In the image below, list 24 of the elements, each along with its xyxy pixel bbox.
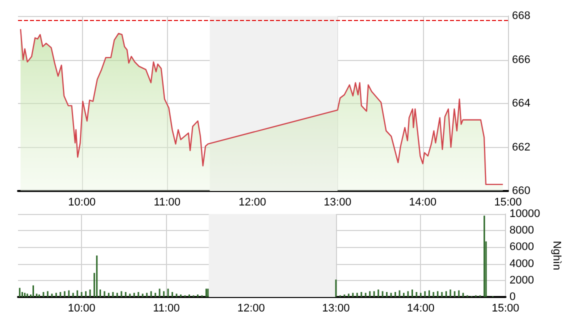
- x-tick-label: 14:00: [406, 302, 434, 314]
- y-tick-label: 668: [512, 10, 530, 22]
- x-tick-label: 11:00: [154, 196, 180, 208]
- x-tick-label: 14:00: [409, 196, 437, 208]
- y-tick-label: 8000: [510, 224, 534, 237]
- y-tick-label: 660: [512, 185, 530, 197]
- x-tick-label: 15:00: [494, 196, 522, 208]
- y-tick-label: 4000: [510, 258, 534, 270]
- x-tick-label: 15:00: [492, 302, 520, 314]
- x-tick-label: 12:00: [237, 302, 265, 314]
- x-tick-label: 10:00: [68, 302, 96, 314]
- x-tick-label: 12:00: [238, 196, 266, 208]
- y-tick-label: 0: [510, 291, 516, 303]
- y-tick-label: 10000: [510, 208, 540, 220]
- y-axis-title: Nghìn: [550, 240, 562, 270]
- x-tick-label: 13:00: [322, 302, 350, 314]
- y-tick-label: 6000: [510, 241, 534, 254]
- y-tick-label: 666: [512, 54, 530, 66]
- y-tick-label: 664: [512, 98, 530, 110]
- x-tick-label: 13:00: [324, 196, 352, 208]
- x-tick-label: 11:00: [153, 302, 180, 314]
- y-tick-label: 2000: [510, 274, 534, 286]
- y-tick-label: 662: [512, 141, 530, 154]
- x-tick-label: 10:00: [68, 196, 96, 208]
